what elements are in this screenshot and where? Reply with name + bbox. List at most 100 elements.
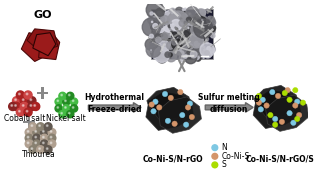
Circle shape <box>187 58 188 59</box>
Circle shape <box>205 52 207 53</box>
Circle shape <box>57 100 58 101</box>
Circle shape <box>151 51 152 52</box>
Circle shape <box>207 22 209 23</box>
Circle shape <box>275 93 281 99</box>
Circle shape <box>165 118 171 124</box>
Circle shape <box>25 134 33 142</box>
Circle shape <box>183 122 189 127</box>
Polygon shape <box>21 33 50 61</box>
Circle shape <box>163 19 164 20</box>
Circle shape <box>182 44 191 53</box>
Circle shape <box>294 99 300 104</box>
Circle shape <box>170 57 171 58</box>
Circle shape <box>172 40 174 43</box>
Circle shape <box>50 136 52 138</box>
Circle shape <box>175 27 176 28</box>
Circle shape <box>44 146 52 153</box>
Circle shape <box>11 105 12 106</box>
Circle shape <box>186 54 188 56</box>
Circle shape <box>156 35 158 36</box>
Circle shape <box>166 37 172 43</box>
Bar <box>28 116 30 128</box>
Circle shape <box>184 21 187 24</box>
Circle shape <box>207 16 215 24</box>
Circle shape <box>208 16 210 19</box>
Circle shape <box>70 105 78 112</box>
Circle shape <box>202 30 206 35</box>
Circle shape <box>50 131 52 132</box>
Circle shape <box>43 142 44 144</box>
Circle shape <box>207 24 216 32</box>
Circle shape <box>188 51 190 53</box>
Circle shape <box>287 111 292 116</box>
Circle shape <box>41 134 48 142</box>
Circle shape <box>152 21 153 22</box>
Circle shape <box>32 102 40 111</box>
Circle shape <box>181 30 189 40</box>
Circle shape <box>167 30 168 32</box>
Circle shape <box>296 112 302 118</box>
Circle shape <box>171 32 177 38</box>
Circle shape <box>150 34 153 38</box>
Text: Co-Ni-S/N-rGO/S: Co-Ni-S/N-rGO/S <box>246 155 314 164</box>
Circle shape <box>174 52 181 59</box>
Circle shape <box>153 46 158 51</box>
Circle shape <box>193 16 201 24</box>
Circle shape <box>19 93 20 95</box>
Circle shape <box>181 43 186 48</box>
Circle shape <box>24 108 32 116</box>
Circle shape <box>185 105 191 110</box>
Circle shape <box>187 101 193 106</box>
Circle shape <box>192 27 203 38</box>
Circle shape <box>175 7 184 16</box>
Circle shape <box>158 26 171 39</box>
Circle shape <box>165 40 166 41</box>
Circle shape <box>157 22 163 28</box>
Circle shape <box>194 19 213 38</box>
Circle shape <box>16 91 24 99</box>
Circle shape <box>195 30 202 36</box>
Circle shape <box>203 46 205 48</box>
Circle shape <box>153 32 155 34</box>
Circle shape <box>160 17 165 22</box>
Circle shape <box>174 50 179 54</box>
Circle shape <box>172 121 177 126</box>
Circle shape <box>150 42 154 46</box>
Circle shape <box>154 27 157 29</box>
Circle shape <box>200 53 205 58</box>
Circle shape <box>165 33 172 40</box>
Circle shape <box>200 9 206 15</box>
Circle shape <box>142 18 161 36</box>
Circle shape <box>172 12 175 15</box>
Circle shape <box>160 34 163 36</box>
Circle shape <box>200 23 203 26</box>
Circle shape <box>145 39 157 50</box>
Circle shape <box>150 47 152 49</box>
Circle shape <box>208 46 212 51</box>
Circle shape <box>162 17 166 20</box>
Circle shape <box>285 88 290 93</box>
Circle shape <box>151 31 160 40</box>
Circle shape <box>37 146 44 153</box>
Circle shape <box>44 123 52 130</box>
Circle shape <box>152 27 155 30</box>
Circle shape <box>191 46 193 48</box>
Circle shape <box>15 105 16 106</box>
Circle shape <box>148 16 156 24</box>
Circle shape <box>151 26 154 29</box>
Circle shape <box>203 30 204 32</box>
Circle shape <box>41 129 48 136</box>
Circle shape <box>152 25 154 27</box>
Circle shape <box>279 119 285 125</box>
Circle shape <box>291 120 296 125</box>
Circle shape <box>196 13 200 18</box>
Circle shape <box>162 46 166 50</box>
Circle shape <box>166 25 172 31</box>
Circle shape <box>191 57 192 58</box>
Circle shape <box>199 41 200 42</box>
Circle shape <box>37 123 44 130</box>
Circle shape <box>180 41 184 46</box>
Circle shape <box>206 34 208 36</box>
Polygon shape <box>158 97 201 133</box>
Circle shape <box>200 24 201 26</box>
